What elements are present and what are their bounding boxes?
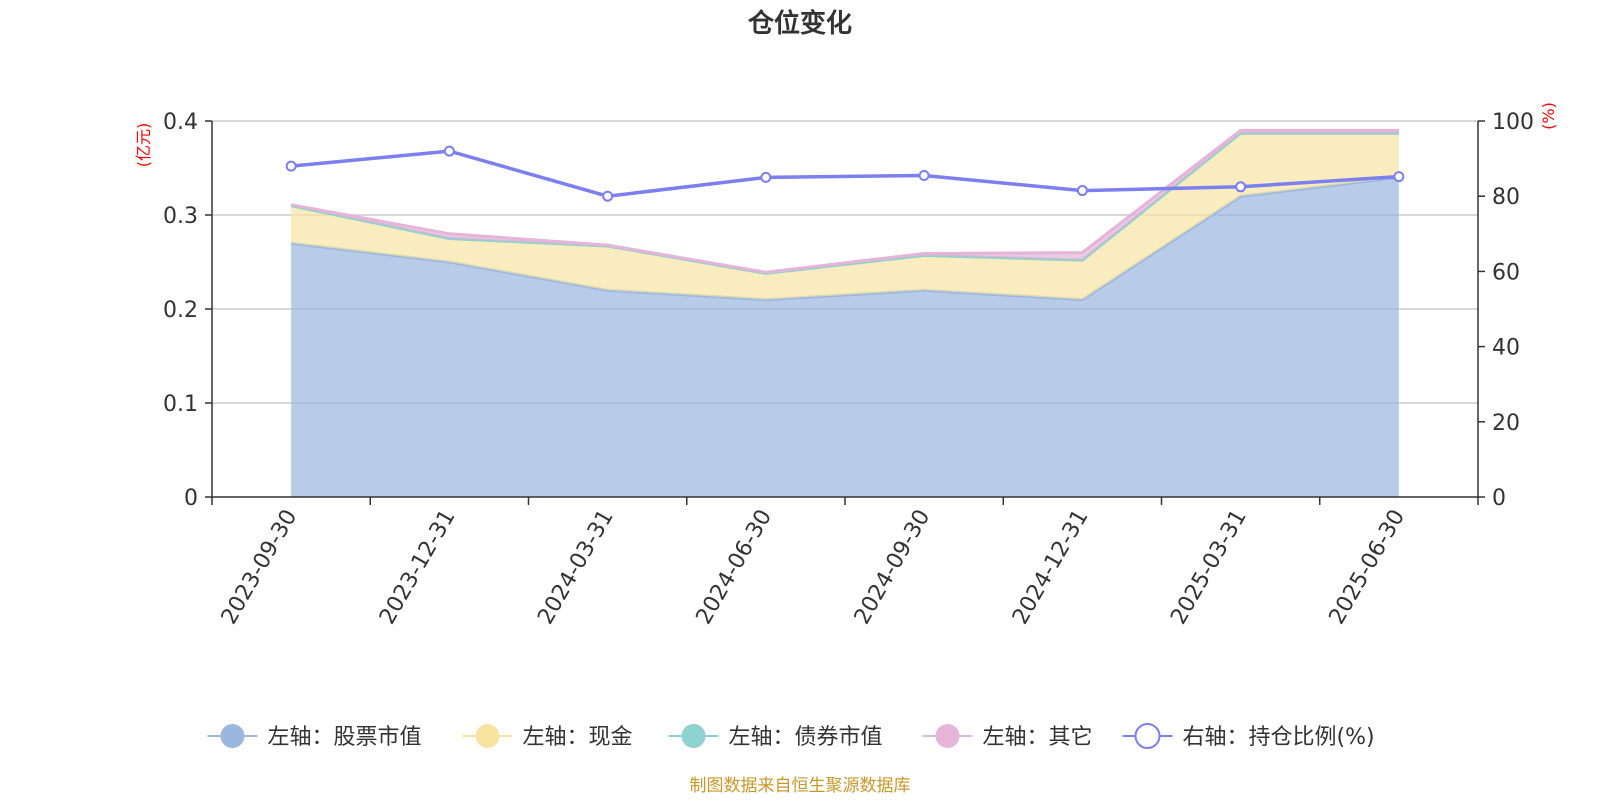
x-axis-tick-label: 2024-06-30 — [691, 506, 777, 629]
legend-label: 左轴：现金 — [523, 725, 633, 750]
ratio-point — [760, 171, 772, 183]
left-axis-tick-label: 0.4 — [163, 110, 198, 135]
left-axis-tick-label: 0.2 — [163, 298, 198, 323]
x-axis-tick-label: 2024-09-30 — [850, 506, 936, 629]
right-axis-tick-label: 100 — [1492, 110, 1534, 135]
x-axis-tick-label: 2025-06-30 — [1324, 506, 1410, 629]
ratio-point — [602, 190, 614, 202]
ratio-point — [918, 170, 930, 182]
stacked-areas — [290, 128, 1400, 497]
source-note: 制图数据来自恒生聚源数据库 — [690, 776, 911, 796]
x-axis-tick-label: 2023-12-31 — [375, 506, 461, 629]
chart-title: 仓位变化 — [747, 8, 852, 39]
legend-marker — [681, 724, 706, 748]
left-axis-unit: (亿元) — [134, 123, 153, 168]
legend-label: 左轴：债券市值 — [729, 725, 883, 750]
legend-item: 左轴：其它 — [922, 724, 1093, 750]
legend-marker — [1134, 723, 1161, 749]
ratio-point — [285, 160, 297, 172]
legend-label: 左轴：股票市值 — [268, 725, 422, 750]
right-axis-tick-label: 40 — [1492, 336, 1520, 361]
holding-ratio-line — [285, 145, 1405, 202]
legend-marker — [475, 724, 500, 748]
right-axis-unit: (%) — [1539, 102, 1558, 130]
legend-item: 右轴：持仓比例(%) — [1122, 723, 1375, 750]
legend-marker — [220, 724, 245, 748]
x-axis-tick-label: 2024-03-31 — [533, 506, 619, 629]
x-axis-tick-label: 2025-03-31 — [1166, 506, 1252, 629]
legend-label: 左轴：其它 — [983, 725, 1093, 750]
left-axis-tick-label: 0.3 — [163, 204, 198, 229]
x-axis-tick-label: 2023-09-30 — [217, 506, 303, 629]
x-axis-tick-label: 2024-12-31 — [1008, 506, 1094, 629]
right-axis-tick-label: 60 — [1492, 260, 1520, 285]
area-左轴：股票市值 — [291, 177, 1399, 497]
legend-item: 左轴：债券市值 — [668, 724, 883, 750]
area-左轴：现金 — [291, 133, 1399, 300]
ratio-point — [443, 145, 455, 157]
ratio-point — [1393, 171, 1405, 183]
legend-item: 左轴：现金 — [462, 724, 633, 750]
left-axis-tick-label: 0.1 — [163, 392, 198, 417]
legend-label: 右轴：持仓比例(%) — [1183, 725, 1375, 750]
ratio-point — [1235, 181, 1247, 193]
ratio-point — [1076, 185, 1088, 197]
right-axis-tick-label: 0 — [1492, 486, 1506, 511]
legend-marker — [935, 724, 960, 748]
area-line-左轴：其它 — [290, 128, 1399, 274]
left-axis-tick-label: 0 — [184, 486, 198, 511]
legend: 左轴：股票市值 左轴：现金 左轴：债券市值 左轴：其它 右轴：持仓比例(%) — [207, 723, 1375, 750]
right-axis-tick-label: 20 — [1492, 411, 1520, 436]
ratio-line-path — [290, 149, 1400, 198]
right-axis-tick-label: 80 — [1492, 185, 1520, 210]
legend-item: 左轴：股票市值 — [207, 724, 422, 750]
